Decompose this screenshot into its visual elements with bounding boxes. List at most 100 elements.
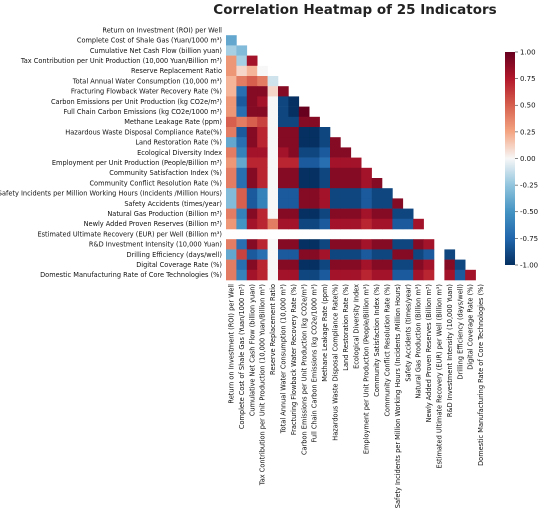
heatmap-cell xyxy=(288,127,300,138)
heatmap-cell xyxy=(423,269,435,281)
heatmap-cell xyxy=(257,106,268,118)
heatmap-cell xyxy=(236,65,248,77)
heatmap-cell xyxy=(309,208,320,220)
x-tick-label: Safety Accidents (times/year) xyxy=(404,284,412,382)
colorbar-tick-label: 0.75 xyxy=(520,75,536,83)
heatmap-cell xyxy=(267,178,279,189)
heatmap-cell xyxy=(413,218,424,230)
heatmap-cell xyxy=(392,269,404,281)
heatmap-cell xyxy=(361,198,372,209)
y-tick-label: Full Chain Carbon Emissions (kg CO2e/100… xyxy=(64,108,222,116)
heatmap-cell xyxy=(298,218,310,230)
heatmap-cell xyxy=(226,208,237,220)
heatmap-cell xyxy=(340,198,352,209)
heatmap-cell xyxy=(361,208,372,220)
heatmap-cell xyxy=(330,147,341,158)
heatmap-cell xyxy=(298,147,310,158)
heatmap-cell xyxy=(257,259,268,271)
heatmap-cell xyxy=(278,147,289,158)
heatmap-cell xyxy=(278,188,289,199)
x-tick-label: Community Satisfaction Index (%) xyxy=(373,284,381,397)
heatmap-cell xyxy=(226,239,237,250)
heatmap-cell xyxy=(226,167,237,179)
y-tick-label: Complete Cost of Shale Gas (Yuan/1000 m³… xyxy=(77,37,222,45)
heatmap-cell xyxy=(330,178,341,189)
heatmap-cell xyxy=(246,96,258,107)
heatmap-cell xyxy=(371,249,383,260)
heatmap-cell xyxy=(309,218,320,230)
heatmap-cell xyxy=(267,137,279,148)
heatmap-cell xyxy=(288,106,300,118)
heatmap-cell xyxy=(350,188,362,199)
y-tick-label: Hazardous Waste Disposal Compliance Rate… xyxy=(65,128,222,136)
y-tick-label: Community Conflict Resolution Rate (%) xyxy=(89,179,222,187)
colorbar-tick-label: 0.25 xyxy=(520,128,536,136)
heatmap-cell xyxy=(246,147,258,158)
heatmap-cell xyxy=(246,127,258,138)
y-tick-label: Estimated Ultimate Recovery (EUR) per We… xyxy=(37,230,222,238)
heatmap-cell xyxy=(226,188,237,199)
heatmap-cell xyxy=(278,259,289,271)
heatmap-cell xyxy=(278,178,289,189)
heatmap-cell xyxy=(226,96,237,107)
heatmap-cell xyxy=(350,259,362,271)
x-tick-label: Reserve Replacement Ratio xyxy=(269,284,277,375)
heatmap-cell xyxy=(288,178,300,189)
x-tick-label: R&D Investment Intensity (10,000 Yuan) xyxy=(446,284,454,417)
heatmap-cell xyxy=(257,198,268,209)
heatmap-cell xyxy=(361,249,372,260)
heatmap-cell xyxy=(236,178,248,189)
heatmap-cell xyxy=(226,86,237,97)
x-tick-label: Complete Cost of Shale Gas (Yuan/1000 m³… xyxy=(238,284,246,429)
heatmap-cell xyxy=(278,198,289,209)
y-tick-label: Safety Accidents (times/year) xyxy=(124,200,222,208)
y-axis-labels: Return on Investment (ROI) per Well Compl… xyxy=(0,26,222,279)
heatmap-cell xyxy=(246,269,258,281)
heatmap-cell xyxy=(236,188,248,199)
heatmap-cell xyxy=(298,106,310,118)
heatmap-cell xyxy=(278,218,289,230)
x-tick-label: Fracturing Flowback Water Recovery Rate … xyxy=(290,284,298,435)
heatmap-cell xyxy=(298,127,310,138)
x-tick-label: Tax Contribution per Unit Production (10… xyxy=(259,284,267,486)
y-tick-label: Methane Leakage Rate (ppm) xyxy=(124,118,222,126)
heatmap-cell xyxy=(236,269,248,281)
heatmap-cell xyxy=(278,157,289,169)
heatmap-cell xyxy=(319,198,331,209)
heatmap-cell xyxy=(257,137,268,148)
x-tick-label: Cumulative Net Cash Flow (billion yuan) xyxy=(248,284,256,416)
heatmap-cell xyxy=(392,208,404,220)
heatmap-cell xyxy=(236,259,248,271)
heatmap-cell xyxy=(236,55,248,67)
heatmap-cell xyxy=(444,259,456,271)
heatmap-cell xyxy=(298,198,310,209)
heatmap-cell xyxy=(319,249,331,260)
heatmap-cell xyxy=(402,259,414,271)
heatmap-cell xyxy=(236,106,248,118)
heatmap-cell xyxy=(413,259,424,271)
x-tick-label: Drilling Efficiency (days/well) xyxy=(456,284,464,379)
heatmap-cell xyxy=(246,106,258,118)
heatmap-cell xyxy=(309,239,320,250)
heatmap-cell xyxy=(309,167,320,179)
heatmap-cell xyxy=(257,178,268,189)
heatmap-cell xyxy=(309,269,320,281)
heatmap-cell xyxy=(444,249,456,260)
heatmap-cell xyxy=(257,167,268,179)
heatmap-cell xyxy=(278,239,289,250)
heatmap-cell xyxy=(236,198,248,209)
heatmap-cell xyxy=(413,239,424,250)
heatmap-cell xyxy=(226,178,237,189)
x-tick-label: Employment per Unit Production (People/B… xyxy=(363,284,371,454)
heatmap-cells xyxy=(226,35,476,281)
heatmap-cell xyxy=(330,218,341,230)
heatmap-cell xyxy=(340,259,352,271)
colorbar-tick-label: -0.75 xyxy=(520,235,538,243)
heatmap-cell xyxy=(350,239,362,250)
heatmap-cell xyxy=(236,157,248,169)
heatmap-cell xyxy=(350,208,362,220)
heatmap-cell xyxy=(246,188,258,199)
heatmap-cell xyxy=(392,259,404,271)
heatmap-cell xyxy=(309,137,320,148)
